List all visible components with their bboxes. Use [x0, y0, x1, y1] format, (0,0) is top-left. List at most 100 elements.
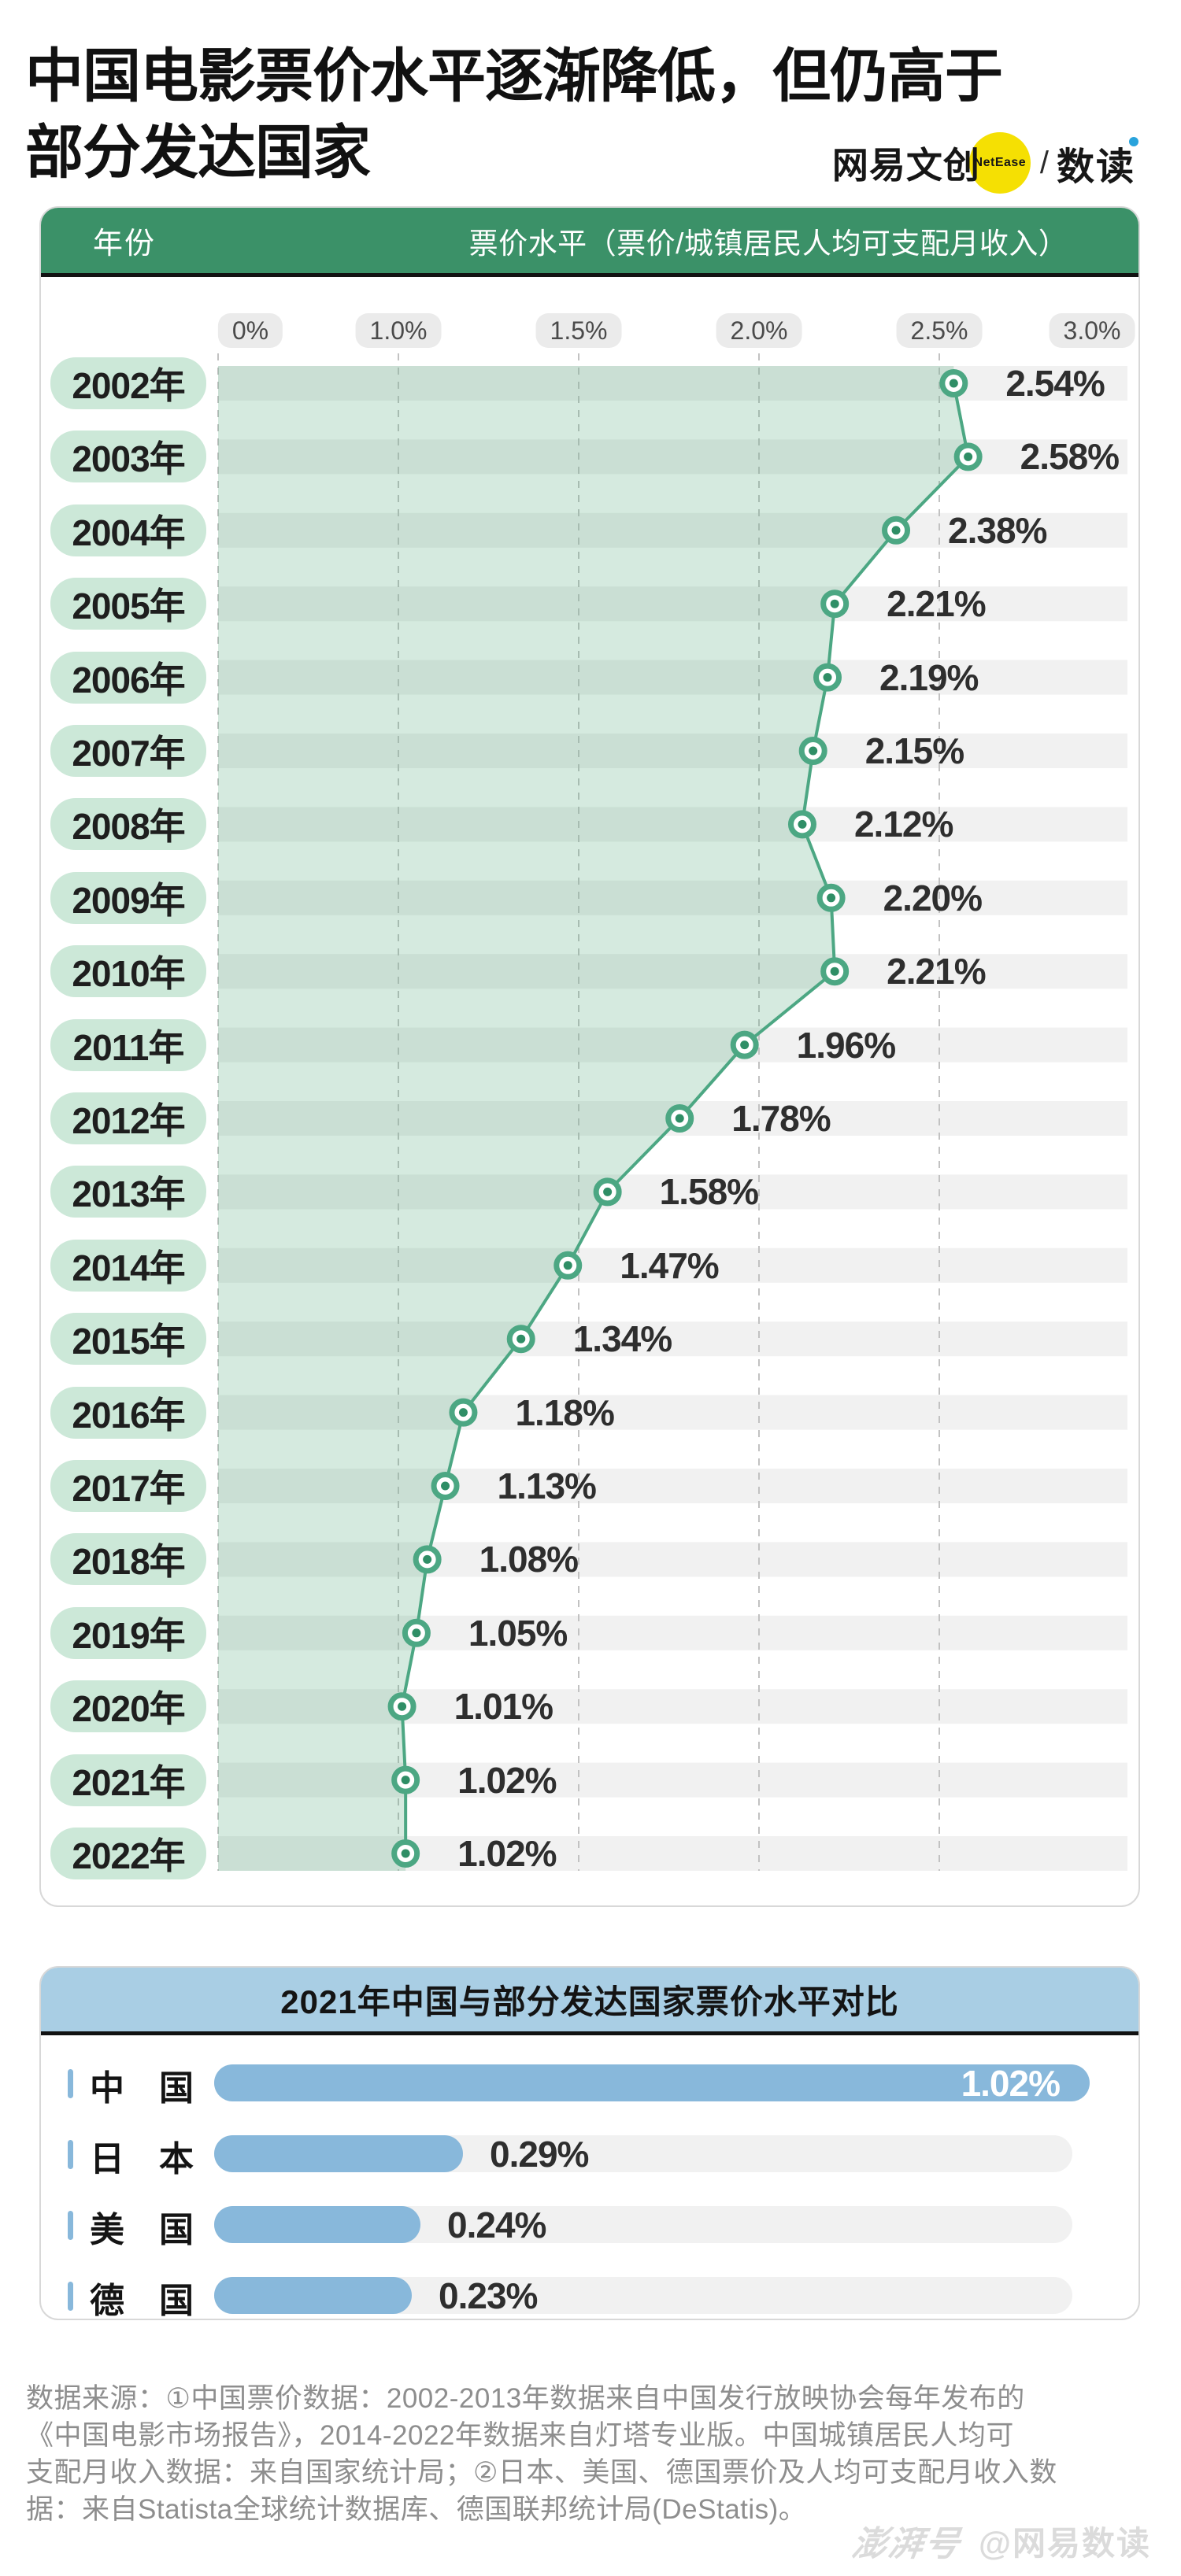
- value-label: 1.08%: [479, 1539, 579, 1580]
- value-label: 2.19%: [879, 656, 979, 698]
- axis-tick-label: 2.5%: [896, 313, 983, 348]
- row-stripe: [218, 880, 1127, 915]
- year-label: 2003年: [50, 431, 206, 483]
- value-label: 1.18%: [515, 1391, 614, 1433]
- value-label: 2.21%: [887, 951, 986, 992]
- axis-tick-label: 3.0%: [1049, 313, 1135, 348]
- row-stripe: [218, 1689, 1127, 1724]
- year-label: 2009年: [50, 871, 206, 924]
- value-label: 2.54%: [1005, 363, 1105, 404]
- data-point-dot: [675, 1114, 684, 1123]
- country-label: 德 国: [90, 2282, 194, 2320]
- year-label: 2006年: [50, 651, 206, 704]
- row-stripe: [218, 366, 1127, 401]
- value-label: 2.20%: [883, 877, 983, 918]
- country-tick-icon: [68, 2282, 73, 2311]
- brand-shudu: 数读: [1057, 135, 1140, 190]
- value-label: 2.15%: [864, 730, 964, 771]
- timeline-area-chart: [217, 353, 1127, 1871]
- data-point-dot: [949, 379, 958, 388]
- row-stripe: [218, 1836, 1127, 1871]
- comparison-title: 2021年中国与部分发达国家票价水平对比: [41, 1968, 1138, 2035]
- bar-value-label: 1.02%: [961, 2063, 1061, 2104]
- row-stripe: [218, 1395, 1127, 1430]
- value-label: 1.01%: [454, 1686, 553, 1728]
- year-label: 2022年: [50, 1828, 206, 1879]
- row-stripe: [218, 807, 1127, 842]
- bar: [214, 2206, 420, 2243]
- row-stripe: [218, 512, 1127, 548]
- bar: [214, 2277, 412, 2314]
- data-point-dot: [458, 1408, 468, 1417]
- axis-tick-label: 1.0%: [355, 313, 442, 348]
- data-point-dot: [830, 966, 839, 976]
- data-point-dot: [423, 1554, 432, 1564]
- netease-logo-text: NetEase: [973, 156, 1027, 169]
- value-label: 1.34%: [572, 1318, 672, 1360]
- value-column-header: 票价水平（票价/城镇居民人均可支配月收入）: [468, 227, 1068, 260]
- data-point-dot: [740, 1040, 750, 1050]
- bar-value-label: 0.24%: [447, 2205, 546, 2245]
- year-label: 2015年: [50, 1313, 206, 1366]
- bar-value-label: 0.23%: [439, 2275, 538, 2316]
- row-stripe: [218, 1247, 1127, 1283]
- value-label: 1.96%: [796, 1024, 896, 1066]
- netease-logo-circle: NetEase: [968, 132, 1031, 194]
- country-comparison-card: 2021年中国与部分发达国家票价水平对比 中 国 1.02% 日 本 0.29% 美 国…: [39, 1966, 1140, 2320]
- value-label: 1.05%: [468, 1612, 568, 1654]
- value-label: 1.02%: [457, 1759, 557, 1801]
- data-source-note: 数据来源：①中国票价数据：2002-2013年数据来自中国发行放映协会每年发布的…: [26, 2383, 1057, 2525]
- data-point-dot: [823, 673, 832, 682]
- data-point-dot: [398, 1702, 407, 1711]
- year-label: 2013年: [50, 1166, 206, 1218]
- year-label: 2007年: [50, 725, 206, 777]
- data-point-dot: [964, 452, 973, 461]
- pengpai-logo: 澎湃号: [849, 2525, 964, 2563]
- value-label: 1.13%: [497, 1465, 597, 1506]
- year-label: 2004年: [50, 504, 206, 556]
- value-label: 2.21%: [887, 583, 986, 625]
- country-tick-icon: [68, 2140, 73, 2169]
- year-label: 2002年: [50, 357, 206, 409]
- bar-value-label: 0.29%: [490, 2134, 589, 2175]
- year-label: 2005年: [50, 578, 206, 630]
- value-label: 1.58%: [659, 1171, 759, 1213]
- brand-slash: /: [1039, 145, 1049, 180]
- row-stripe: [218, 1469, 1127, 1503]
- data-point-dot: [830, 599, 839, 608]
- data-point-dot: [891, 526, 901, 535]
- data-point-dot: [441, 1481, 450, 1491]
- value-label: 2.38%: [948, 509, 1047, 551]
- watermark-handle: @网易数读: [979, 2524, 1151, 2562]
- year-label: 2010年: [50, 945, 206, 998]
- bar: [214, 2135, 463, 2172]
- year-label: 2020年: [50, 1680, 206, 1733]
- country-tick-icon: [68, 2069, 73, 2098]
- page-title: 中国电影票价水平逐渐降低，但仍高于 部分发达国家: [25, 38, 1003, 190]
- year-label: 2021年: [50, 1754, 206, 1806]
- row-stripe: [218, 660, 1127, 695]
- brand-wangyi-wenchuang: 网易文创: [831, 145, 980, 186]
- year-label: 2008年: [50, 798, 206, 851]
- row-stripe: [218, 1321, 1127, 1357]
- year-column-header: 年份: [93, 227, 157, 261]
- country-label: 美 国: [90, 2211, 194, 2249]
- value-label: 2.12%: [853, 804, 953, 845]
- watermark: 澎湃号 @网易数读: [849, 2515, 1151, 2566]
- data-point-dot: [809, 746, 818, 756]
- axis-tick-label: 0%: [217, 313, 283, 348]
- year-label: 2012年: [50, 1092, 206, 1144]
- value-label: 1.47%: [620, 1244, 719, 1286]
- axis-tick-label: 1.5%: [535, 313, 622, 348]
- value-label: 2.58%: [1020, 436, 1120, 478]
- row-stripe: [218, 586, 1127, 622]
- row-stripe: [218, 1542, 1127, 1577]
- area-fill: [218, 366, 968, 1871]
- row-stripe: [218, 1762, 1127, 1798]
- axis-tick-label: 2.0%: [716, 313, 802, 348]
- data-point-dot: [827, 893, 836, 903]
- ticket-price-timeline-card: 年份 票价水平（票价/城镇居民人均可支配月收入） 0% 1.0% 1.5% 2.0% 2…: [39, 206, 1140, 1907]
- year-label: 2017年: [50, 1460, 206, 1512]
- row-stripe: [218, 954, 1127, 989]
- page-title-line2: 部分发达国家: [25, 120, 371, 185]
